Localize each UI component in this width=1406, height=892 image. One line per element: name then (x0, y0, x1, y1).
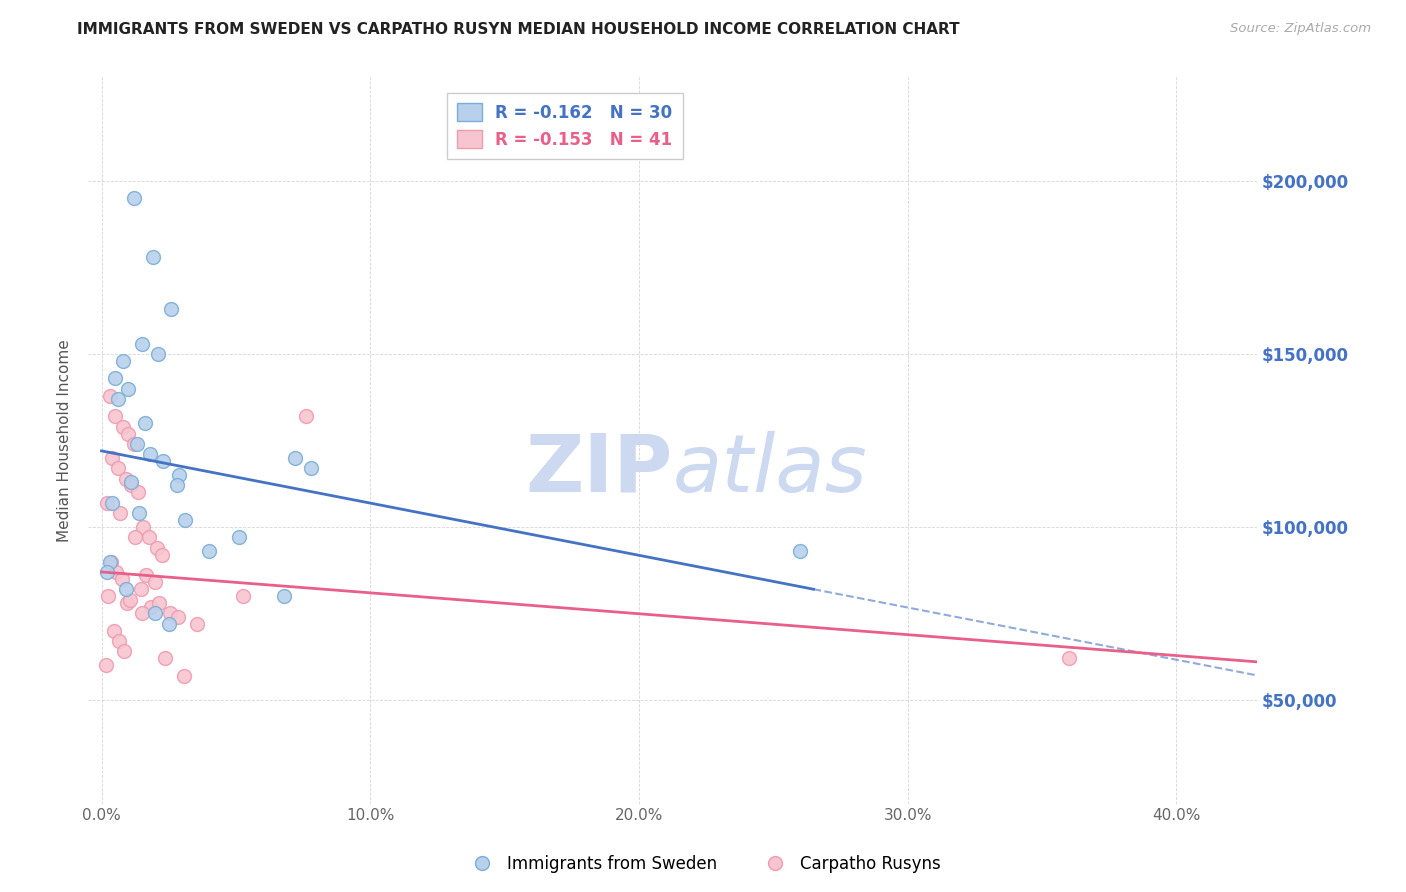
Point (117, 426, 139, 441)
Point (101, 450, 124, 465)
Point (100, 555, 122, 569)
Point (111, 572, 134, 586)
Point (98, 388, 121, 402)
Point (131, 607, 153, 621)
Point (120, 478, 142, 492)
Point (114, 582, 136, 597)
Point (117, 382, 139, 396)
Point (128, 506, 150, 520)
Text: atlas: atlas (672, 431, 868, 508)
Legend: Immigrants from Sweden, Carpatho Rusyns: Immigrants from Sweden, Carpatho Rusyns (458, 848, 948, 880)
Point (114, 472, 136, 486)
Point (145, 541, 167, 555)
Text: ZIP: ZIP (526, 431, 672, 508)
Point (108, 634, 131, 648)
Point (132, 520, 155, 534)
Point (143, 575, 166, 590)
Point (173, 668, 195, 682)
Point (129, 582, 152, 597)
Point (284, 450, 307, 465)
Point (150, 548, 173, 562)
Point (107, 392, 129, 406)
Point (169, 468, 191, 483)
Legend: R = -0.162   N = 30, R = -0.153   N = 41: R = -0.162 N = 30, R = -0.153 N = 41 (447, 93, 682, 159)
Point (94, 658, 117, 673)
Point (122, 437, 145, 451)
Point (104, 409, 127, 424)
Point (160, 302, 183, 317)
Point (153, 651, 176, 665)
Point (146, 347, 169, 361)
Point (789, 544, 811, 558)
Point (143, 607, 166, 621)
Point (166, 478, 188, 492)
Point (107, 461, 129, 475)
Point (115, 596, 138, 610)
Point (167, 610, 190, 624)
Text: IMMIGRANTS FROM SWEDEN VS CARPATHO RUSYN MEDIAN HOUSEHOLD INCOME CORRELATION CHA: IMMIGRANTS FROM SWEDEN VS CARPATHO RUSYN… (77, 22, 960, 37)
Point (131, 336, 153, 351)
Point (127, 485, 149, 500)
Point (228, 530, 250, 544)
Point (294, 409, 316, 424)
Point (96, 565, 118, 579)
Point (139, 447, 162, 461)
Point (134, 416, 156, 430)
Y-axis label: Median Household Income: Median Household Income (58, 339, 72, 542)
Point (157, 616, 180, 631)
Point (110, 506, 132, 520)
Point (173, 513, 195, 527)
Point (125, 437, 148, 451)
Point (104, 371, 127, 385)
Point (138, 530, 160, 544)
Point (103, 624, 125, 638)
Point (142, 250, 165, 264)
Point (135, 568, 157, 582)
Point (101, 496, 124, 510)
Text: Source: ZipAtlas.com: Source: ZipAtlas.com (1230, 22, 1371, 36)
Point (273, 589, 295, 603)
Point (159, 607, 181, 621)
Point (122, 191, 145, 205)
Point (1057, 651, 1080, 665)
Point (105, 565, 128, 579)
Point (118, 592, 141, 607)
Point (186, 616, 208, 631)
Point (198, 544, 221, 558)
Point (148, 596, 170, 610)
Point (299, 461, 322, 475)
Point (98, 555, 121, 569)
Point (112, 644, 135, 658)
Point (96, 496, 118, 510)
Point (152, 454, 174, 468)
Point (97, 589, 120, 603)
Point (124, 530, 146, 544)
Point (120, 475, 142, 489)
Point (141, 599, 163, 614)
Point (112, 354, 135, 368)
Point (112, 419, 135, 434)
Point (232, 589, 254, 603)
